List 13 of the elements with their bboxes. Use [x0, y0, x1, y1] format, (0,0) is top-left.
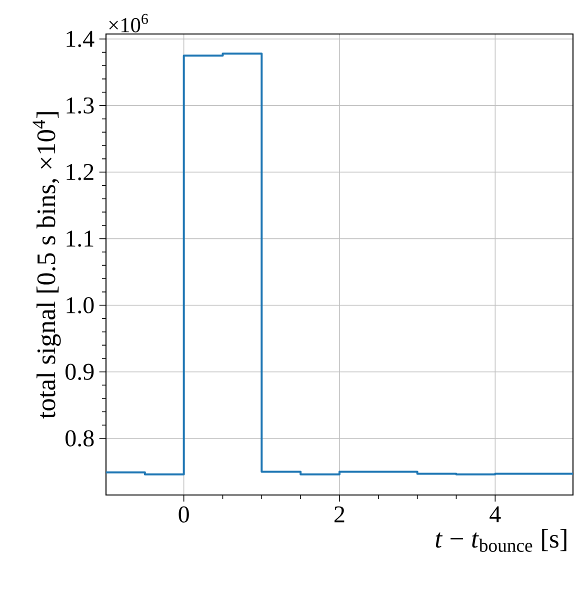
- y-tick-label: 1.1: [66, 230, 94, 247]
- text: ×10$^{6}$: [109, 14, 148, 32]
- x-tick-label: 0: [178, 506, 189, 523]
- y-tick-label: 1.2: [66, 164, 94, 180]
- y-tick-label: 0.8: [66, 430, 94, 447]
- y-tick-label: 1.4: [66, 30, 94, 48]
- y-tick-label: 0.9: [66, 364, 94, 380]
- x-tick-label: 2: [334, 506, 344, 522]
- x-tick-label: 4: [490, 506, 501, 522]
- y-tick-label: 1.3: [66, 97, 94, 114]
- y-tick-label: 1.0: [66, 297, 94, 314]
- x-axis-title: t − t$_{bounce}$ [s]: [436, 529, 566, 552]
- y-axis-title: total signal [0.5 s bins, ×10$^{4}$]: [32, 112, 61, 419]
